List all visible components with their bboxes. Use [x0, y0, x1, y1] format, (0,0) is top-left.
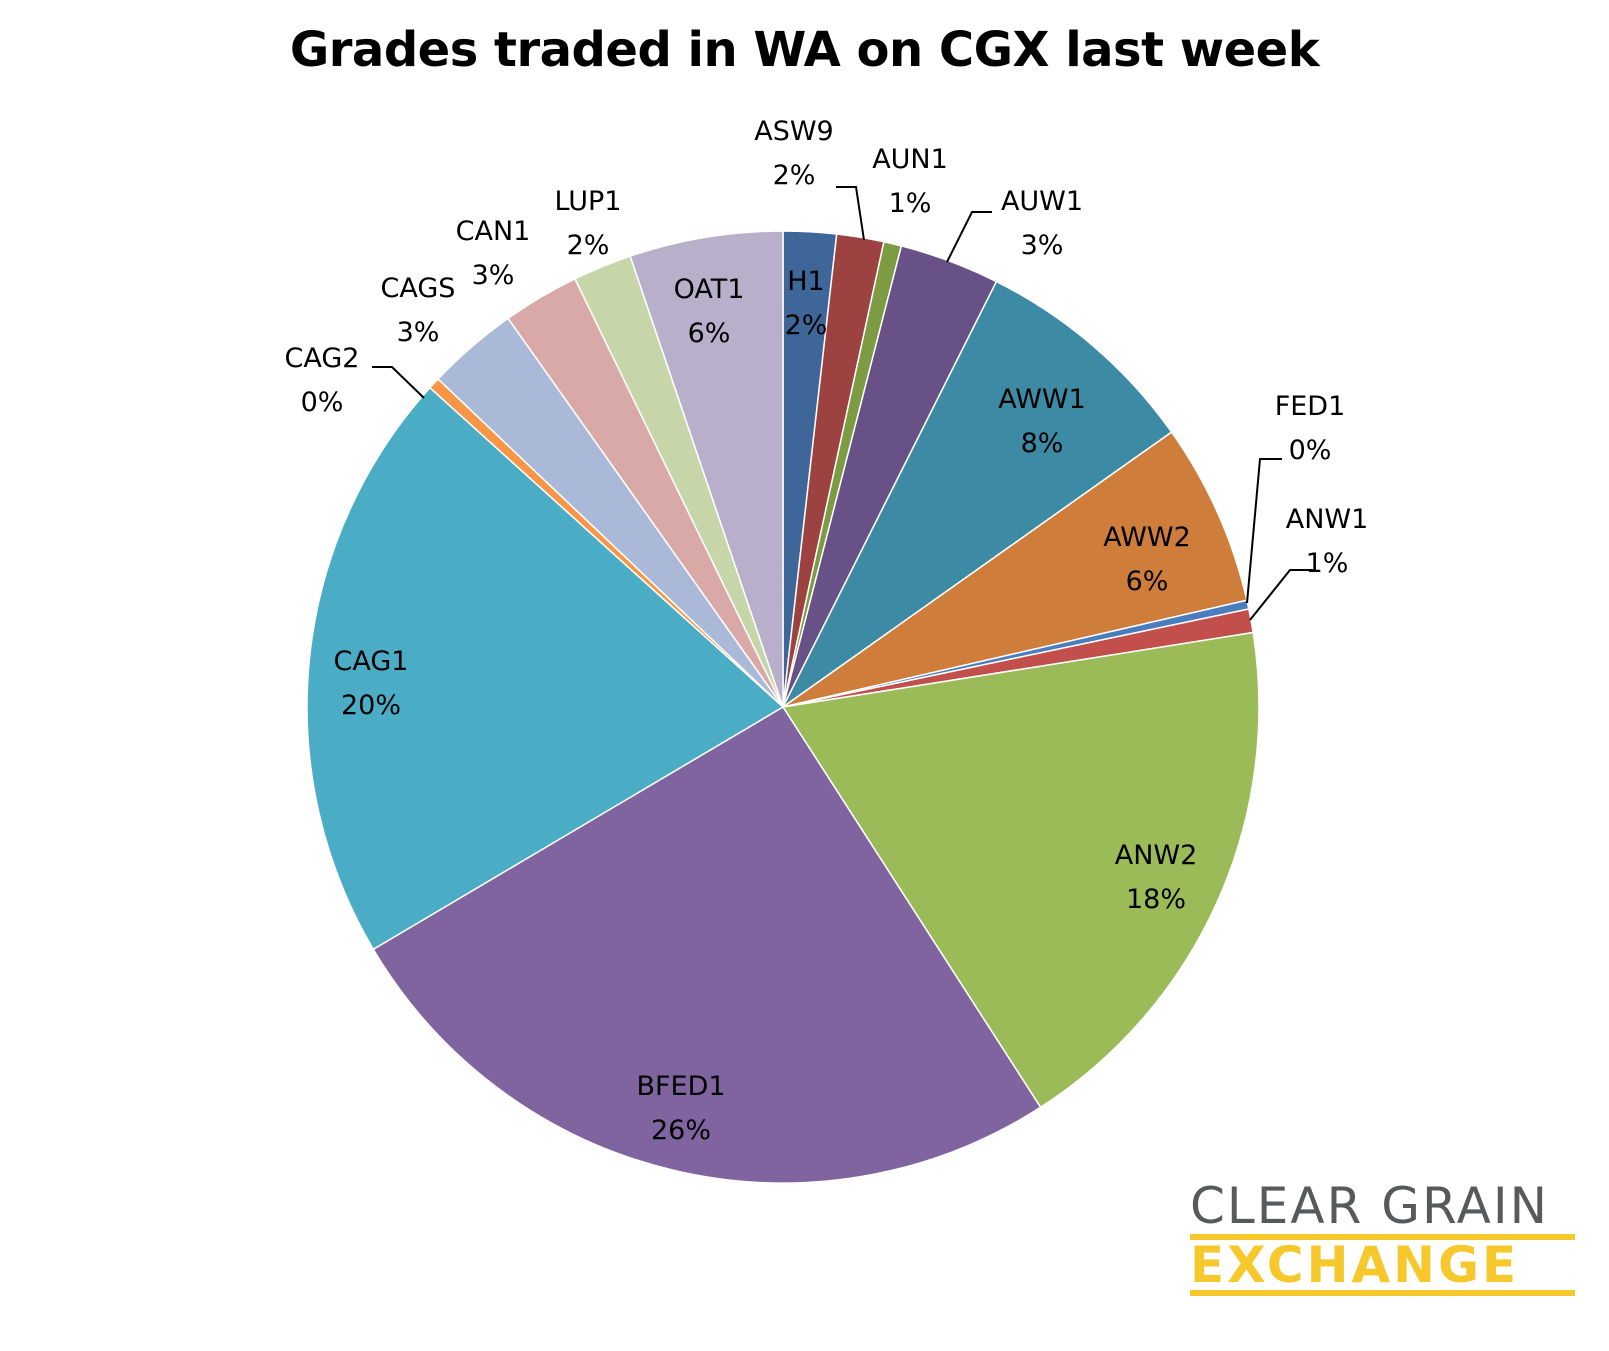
pie-slice-anw2 — [781, 631, 1260, 1109]
slice-label-percent-lup1: 2% — [567, 230, 610, 261]
pie-slice-aww1 — [782, 280, 1173, 708]
slice-label-name-cags: CAGS — [381, 273, 456, 304]
slice-label-percent-cag2: 0% — [301, 387, 344, 418]
slice-label-percent-oat1: 6% — [688, 318, 731, 349]
slice-label-percent-aww1: 8% — [1021, 428, 1064, 459]
chart-title: Grades traded in WA on CGX last week — [289, 22, 1320, 78]
logo-line-exchange: EXCHANGE — [1190, 1234, 1575, 1296]
slice-label-percent-h1: 2% — [785, 310, 828, 341]
slice-label-name-bfed1: BFED1 — [636, 1071, 725, 1102]
slice-label-name-asw9: ASW9 — [754, 116, 833, 147]
leader-line-anw1 — [1249, 569, 1313, 621]
slice-label-name-anw2: ANW2 — [1115, 840, 1198, 871]
leader-line-cag2 — [372, 366, 425, 399]
slice-label-percent-asw9: 2% — [773, 160, 816, 191]
slice-label-name-cag1: CAG1 — [334, 646, 409, 677]
pie-slice-bfed1 — [372, 705, 1042, 1184]
slice-label-name-fed1: FED1 — [1275, 391, 1346, 422]
slice-label-name-aun1: AUN1 — [872, 144, 948, 175]
slice-label-percent-fed1: 0% — [1289, 435, 1332, 466]
logo-line-clear-grain: CLEAR GRAIN — [1190, 1177, 1550, 1235]
slice-label-percent-auw1: 3% — [1021, 230, 1064, 261]
slice-label-name-cag2: CAG2 — [285, 343, 360, 374]
slice-label-name-h1: H1 — [787, 266, 824, 297]
leader-line-asw9 — [836, 186, 865, 241]
slice-label-percent-bfed1: 26% — [651, 1115, 711, 1146]
slice-label-percent-cag1: 20% — [341, 690, 401, 721]
slice-label-name-oat1: OAT1 — [674, 274, 745, 305]
leader-line-auw1 — [946, 211, 992, 263]
pie-slice-aww2 — [782, 431, 1248, 708]
slice-label-name-lup1: LUP1 — [555, 186, 622, 217]
clear-grain-exchange-logo: CLEAR GRAIN EXCHANGE — [1190, 1180, 1575, 1296]
slice-label-percent-aww2: 6% — [1126, 566, 1169, 597]
slice-label-name-aww2: AWW2 — [1103, 522, 1191, 553]
slice-label-name-aww1: AWW1 — [998, 384, 1086, 415]
pie-slice-oat1 — [629, 230, 784, 708]
leader-line-fed1 — [1246, 458, 1282, 604]
slice-label-percent-aun1: 1% — [889, 188, 932, 219]
slice-label-name-auw1: AUW1 — [1001, 186, 1083, 217]
slice-label-percent-anw2: 18% — [1126, 884, 1186, 915]
slice-label-name-can1: CAN1 — [456, 216, 531, 247]
slice-label-name-anw1: ANW1 — [1286, 504, 1369, 535]
slice-label-percent-anw1: 1% — [1306, 548, 1349, 579]
pie-slice-cag1 — [306, 386, 785, 951]
slice-label-percent-can1: 3% — [472, 260, 515, 291]
slice-label-percent-cags: 3% — [397, 317, 440, 348]
